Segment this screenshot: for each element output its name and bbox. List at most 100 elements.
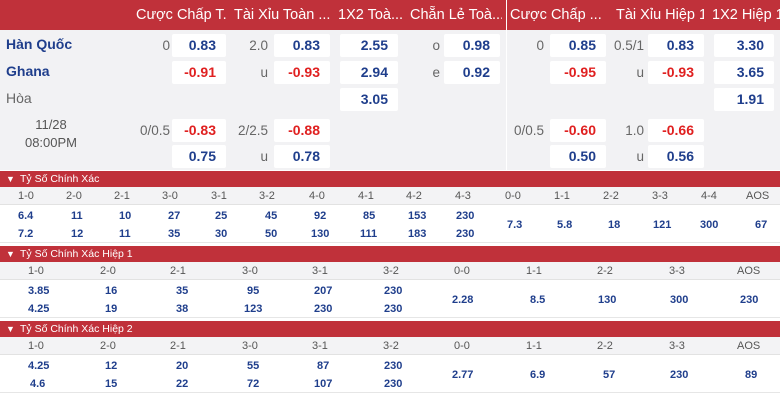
over-odd-h1[interactable]: 0.83: [648, 34, 704, 57]
score-odd[interactable]: 230: [384, 303, 403, 315]
header-odd-even-ft[interactable]: Chẵn Lẻ Toà...: [410, 7, 502, 23]
score-odd[interactable]: 130: [598, 294, 617, 306]
score-odd[interactable]: 183: [408, 228, 427, 240]
1x2-away-odd-ft[interactable]: 2.94: [340, 61, 398, 84]
header-1x2-h1[interactable]: 1X2 Hiệp 1: [712, 7, 780, 23]
score-odd[interactable]: 11: [71, 210, 83, 222]
score-odd[interactable]: 57: [603, 369, 616, 381]
header-handicap-ft[interactable]: Cược Chấp T...: [136, 7, 226, 23]
1x2-draw-odd-ft[interactable]: 3.05: [340, 88, 398, 111]
score-odd[interactable]: 2.77: [452, 369, 474, 381]
header-1x2-ft[interactable]: 1X2 Toà...: [338, 7, 402, 23]
score-odd[interactable]: 10: [119, 210, 132, 222]
score-odd[interactable]: 111: [360, 228, 378, 240]
score-odd[interactable]: 7.3: [507, 219, 523, 231]
score-odd[interactable]: 20: [176, 360, 189, 372]
score-odd[interactable]: 6.9: [530, 369, 546, 381]
score-odd[interactable]: 38: [176, 303, 189, 315]
even-label: e: [432, 65, 440, 80]
score-odd[interactable]: 19: [105, 303, 118, 315]
score-odd[interactable]: 35: [176, 285, 189, 297]
score-odd[interactable]: 4.25: [28, 360, 50, 372]
score-odd[interactable]: 230: [384, 285, 403, 297]
score-odd[interactable]: 123: [244, 303, 263, 315]
score-col: AOS: [737, 265, 761, 277]
handicap-line-ft: 0: [162, 38, 170, 53]
score-odd[interactable]: 72: [247, 378, 260, 390]
score-odd[interactable]: 8.5: [530, 294, 546, 306]
score-odd[interactable]: 230: [456, 228, 475, 240]
score-odd[interactable]: 4.6: [30, 378, 46, 390]
score-odd[interactable]: 67: [755, 219, 768, 231]
header-over-under-h1[interactable]: Tài Xỉu Hiệp 1: [616, 7, 704, 23]
score-odd[interactable]: 230: [670, 369, 689, 381]
odd-odd-ft[interactable]: 0.98: [444, 34, 500, 57]
1x2-home-odd-h1[interactable]: 3.30: [714, 34, 774, 57]
score-odd[interactable]: 15: [105, 378, 118, 390]
score-odd[interactable]: 22: [176, 378, 189, 390]
1x2-draw-odd-h1[interactable]: 1.91: [714, 88, 774, 111]
over-odd-ft[interactable]: 0.83: [274, 34, 330, 57]
handicap-home-odd-h1[interactable]: 0.85: [550, 34, 606, 57]
score-odd[interactable]: 3.85: [28, 285, 50, 297]
alt-under-odd-ft[interactable]: 0.78: [274, 145, 330, 168]
score-odd[interactable]: 25: [215, 210, 228, 222]
score-odd[interactable]: 11: [119, 228, 131, 240]
score-odd[interactable]: 4.25: [28, 303, 50, 315]
score-odd[interactable]: 12: [105, 360, 118, 372]
score-odd[interactable]: 153: [408, 210, 427, 222]
handicap-home-odd[interactable]: 0.83: [172, 34, 226, 57]
score-odd[interactable]: 230: [384, 360, 403, 372]
alt-handicap-home-odd-h1[interactable]: -0.60: [550, 119, 606, 142]
score-odd[interactable]: 16: [105, 285, 118, 297]
score-odd[interactable]: 87: [317, 360, 330, 372]
score-odd[interactable]: 95: [247, 285, 260, 297]
alt-handicap-away-odd[interactable]: 0.75: [172, 145, 226, 168]
header-over-under-ft[interactable]: Tài Xỉu Toàn ...: [234, 7, 330, 23]
score-odd[interactable]: 45: [265, 210, 278, 222]
handicap-away-odd[interactable]: -0.91: [172, 61, 226, 84]
score-odd[interactable]: 55: [247, 360, 260, 372]
score-odd[interactable]: 130: [311, 228, 330, 240]
score-odd[interactable]: 230: [456, 210, 475, 222]
score-odd[interactable]: 27: [168, 210, 181, 222]
score-odd[interactable]: 2.28: [452, 294, 474, 306]
score-odd[interactable]: 12: [71, 228, 84, 240]
score-odd[interactable]: 300: [670, 294, 689, 306]
score-odd[interactable]: 230: [740, 294, 759, 306]
alt-under-odd-h1[interactable]: 0.56: [648, 145, 704, 168]
score-odds-row: 6.4 11 10 27 25 45 92 85 153 230 7.3 5.8…: [0, 205, 780, 243]
1x2-home-odd-ft[interactable]: 2.55: [340, 34, 398, 57]
score-odd[interactable]: 35: [168, 228, 181, 240]
score-odd[interactable]: 7.2: [18, 228, 34, 240]
alt-over-odd-ft[interactable]: -0.88: [274, 119, 330, 142]
score-odd[interactable]: 230: [384, 378, 403, 390]
alt-over-odd-h1[interactable]: -0.66: [648, 119, 704, 142]
correct-score-title-bar[interactable]: ▼ Tỷ Số Chính Xác: [0, 171, 780, 187]
score-odd[interactable]: 18: [608, 219, 621, 231]
alt-handicap-away-odd-h1[interactable]: 0.50: [550, 145, 606, 168]
score-odd[interactable]: 89: [745, 369, 758, 381]
header-handicap-h1[interactable]: Cược Chấp ...: [510, 7, 602, 23]
correct-score-h1-title-bar[interactable]: ▼ Tỷ Số Chính Xác Hiệp 1: [0, 246, 780, 262]
score-odd[interactable]: 207: [314, 285, 333, 297]
score-odd[interactable]: 85: [363, 210, 376, 222]
score-odd[interactable]: 92: [314, 210, 327, 222]
even-odd-ft[interactable]: 0.92: [444, 61, 500, 84]
score-odd[interactable]: 300: [700, 219, 719, 231]
score-odd[interactable]: 5.8: [557, 219, 573, 231]
score-odd[interactable]: 230: [314, 303, 333, 315]
score-odd[interactable]: 6.4: [18, 210, 34, 222]
under-odd-h1[interactable]: -0.93: [648, 61, 704, 84]
score-col: 4-2: [406, 190, 422, 202]
alt-handicap-home-odd[interactable]: -0.83: [172, 119, 226, 142]
correct-score-h2-title-bar[interactable]: ▼ Tỷ Số Chính Xác Hiệp 2: [0, 321, 780, 337]
score-col: 3-3: [669, 340, 685, 352]
under-odd-ft[interactable]: -0.93: [274, 61, 330, 84]
score-odd[interactable]: 107: [314, 378, 333, 390]
1x2-away-odd-h1[interactable]: 3.65: [714, 61, 774, 84]
score-odd[interactable]: 30: [215, 228, 228, 240]
score-odd[interactable]: 121: [653, 219, 672, 231]
score-odd[interactable]: 50: [265, 228, 278, 240]
handicap-away-odd-h1[interactable]: -0.95: [550, 61, 606, 84]
